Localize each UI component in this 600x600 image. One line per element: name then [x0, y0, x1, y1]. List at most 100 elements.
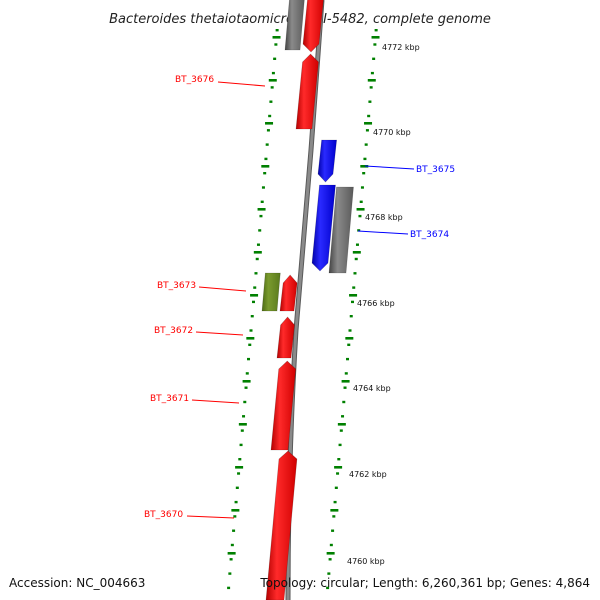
- scale-tick-left: [266, 129, 270, 132]
- scale-tick-right: [333, 500, 337, 504]
- scale-tick-right: [372, 57, 376, 60]
- scale-tick-left: [255, 257, 259, 261]
- scale-major-tick-left: [227, 552, 236, 555]
- scale-major-tick-right: [371, 36, 380, 39]
- gene-label-bt-3674[interactable]: BT_3674: [410, 230, 449, 240]
- scale-tick-right: [332, 515, 336, 518]
- arrow-bt3670[interactable]: [265, 450, 298, 600]
- scale-tick-right: [347, 343, 351, 346]
- scale-label: 4762 kbp: [349, 470, 387, 479]
- scale-label: 4772 kbp: [382, 43, 420, 52]
- scale-major-tick-left: [238, 423, 247, 426]
- scale-tick-right: [343, 386, 347, 389]
- arrow-top-red[interactable]: [302, 0, 324, 53]
- scale-major-tick-left: [261, 165, 270, 168]
- scale-tick-right: [354, 257, 358, 261]
- gray-block-top[interactable]: [284, 0, 305, 51]
- scale-major-tick-right: [345, 337, 354, 340]
- scale-tick-right: [344, 372, 348, 375]
- scale-major-tick-right: [341, 380, 350, 383]
- scale-tick-left: [270, 86, 274, 89]
- scale-tick-left: [247, 357, 251, 361]
- scale-tick-right: [368, 100, 372, 103]
- arrow-bt3674[interactable]: [311, 184, 336, 272]
- scale-tick-right: [341, 415, 345, 418]
- scale-tick-right: [369, 86, 373, 89]
- scale-tick-left: [244, 386, 248, 389]
- scale-tick-right: [329, 543, 333, 547]
- scale-tick-right: [342, 400, 346, 404]
- scale-tick-right: [349, 315, 353, 318]
- scale-major-tick-left: [231, 509, 240, 512]
- scale-tick-left: [249, 329, 253, 332]
- scale-tick-right: [363, 157, 367, 161]
- scale-tick-left: [240, 429, 244, 432]
- scale-tick-right: [350, 300, 354, 304]
- scale-tick-right: [337, 458, 341, 461]
- scale-tick-right: [360, 186, 364, 189]
- scale-tick-left: [250, 315, 254, 318]
- scale-tick-left: [233, 515, 237, 518]
- scale-tick-right: [334, 486, 338, 489]
- scale-tick-left: [275, 29, 279, 32]
- gene-label-bt-3675[interactable]: BT_3675: [416, 165, 455, 175]
- scale-tick-right: [338, 443, 342, 447]
- scale-label: 4770 kbp: [373, 128, 411, 137]
- arrow-bt3673[interactable]: [279, 274, 298, 312]
- scale-tick-right: [355, 243, 359, 246]
- scale-tick-left: [269, 100, 273, 103]
- scale-tick-right: [346, 357, 350, 361]
- scale-tick-right: [364, 143, 368, 146]
- gray-block-mid[interactable]: [328, 186, 354, 274]
- scale-major-tick-right: [337, 423, 346, 426]
- scale-major-tick-right: [356, 208, 365, 211]
- scale-major-tick-right: [367, 79, 376, 82]
- scale-label: 4768 kbp: [365, 213, 403, 222]
- scale-tick-left: [234, 500, 238, 504]
- scale-tick-left: [265, 143, 269, 146]
- scale-tick-left: [254, 272, 258, 275]
- scale-tick-left: [248, 343, 252, 346]
- scale-label: 4764 kbp: [353, 384, 391, 393]
- gene-leader-line: [186, 515, 235, 519]
- scale-tick-left: [274, 43, 278, 46]
- backbone-line: [286, 0, 324, 600]
- scale-label: 4766 kbp: [357, 299, 395, 308]
- gene-leader-line: [191, 399, 240, 404]
- gene-label-bt-3671[interactable]: BT_3671: [150, 394, 189, 404]
- scale-tick-left: [260, 200, 264, 203]
- backbone: [285, 0, 325, 600]
- scale-tick-left: [239, 443, 243, 447]
- arrow-bt3672[interactable]: [276, 316, 295, 359]
- scale-tick-left: [259, 214, 263, 218]
- scale-tick-right: [370, 71, 374, 75]
- scale-tick-left: [237, 472, 241, 475]
- scale-tick-left: [263, 172, 267, 175]
- scale-tick-left: [256, 243, 260, 246]
- scale-tick-left: [230, 543, 234, 547]
- rna-bt3673[interactable]: [261, 272, 281, 312]
- gene-leader-line: [364, 165, 415, 170]
- scale-tick-left: [261, 186, 265, 189]
- accession-text: Accession: NC_004663: [9, 576, 145, 590]
- scale-major-tick-left: [257, 208, 266, 211]
- arrow-bt3676[interactable]: [295, 53, 319, 130]
- gene-label-bt-3672[interactable]: BT_3672: [154, 326, 193, 336]
- scale-label: 4760 kbp: [347, 557, 385, 566]
- scale-tick-left: [273, 57, 277, 60]
- scale-major-tick-left: [250, 294, 259, 297]
- arrow-bt3675[interactable]: [317, 139, 337, 183]
- scale-tick-right: [359, 200, 363, 203]
- gene-label-bt-3670[interactable]: BT_3670: [144, 510, 183, 520]
- scale-tick-right: [339, 429, 343, 432]
- gene-label-bt-3676[interactable]: BT_3676: [175, 75, 214, 85]
- scale-tick-left: [251, 300, 255, 304]
- scale-tick-right: [352, 286, 356, 289]
- scale-major-tick-right: [364, 122, 373, 125]
- arrow-bt3671[interactable]: [270, 360, 297, 451]
- gene-label-bt-3673[interactable]: BT_3673: [157, 281, 196, 291]
- scale-tick-right: [327, 572, 331, 575]
- scale-major-tick-left: [265, 122, 274, 125]
- scale-tick-left: [258, 229, 262, 232]
